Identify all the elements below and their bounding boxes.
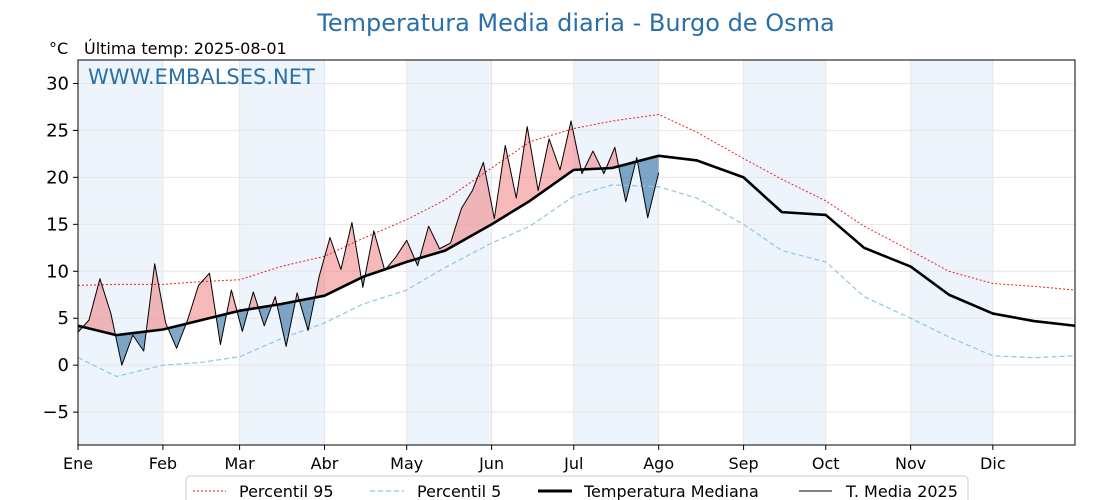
fill-above-median (419, 121, 582, 259)
fill-below-median (299, 297, 315, 331)
y-tick-label: −5 (42, 402, 69, 423)
month-band-nov (910, 60, 993, 445)
month-band-ene (78, 60, 163, 445)
x-tick-label: Sep (729, 454, 759, 473)
x-tick-label: Jul (563, 454, 583, 473)
x-tick-label: May (390, 454, 423, 473)
fill-below-median (237, 309, 249, 332)
x-tick-label: Abr (311, 454, 339, 473)
legend: Percentil 95 Percentil 5 Temperatura Med… (185, 475, 969, 500)
series-lines (77, 113, 1076, 378)
chart-title: Temperatura Media diaria - Burgo de Osma (316, 9, 834, 37)
y-tick-label: 10 (46, 261, 69, 282)
y-tick-label: 0 (58, 355, 69, 376)
series-t-media-2025 (77, 120, 660, 366)
x-tick-label: Dic (980, 454, 1006, 473)
month-band-mar (239, 60, 325, 445)
last-temp-label: Última temp: 2025-08-01 (84, 39, 287, 58)
legend-actual-label: T. Media 2025 (845, 482, 958, 500)
month-band-may (406, 60, 492, 445)
anomaly-fills (78, 121, 659, 366)
y-tick-label: 20 (46, 167, 69, 188)
fill-above-median (186, 273, 217, 324)
fill-above-median (226, 290, 238, 314)
x-tick-label: Mar (225, 454, 256, 473)
month-band-sep (743, 60, 826, 445)
legend-p95-label: Percentil 95 (239, 482, 334, 500)
fill-below-median (167, 323, 187, 349)
fill-above-median (584, 151, 602, 170)
series-percentil-95 (77, 113, 1076, 291)
fill-above-median (314, 222, 362, 298)
fill-below-median (216, 313, 227, 345)
x-tick-label: Oct (812, 454, 840, 473)
fill-above-median (146, 263, 168, 332)
x-tick-label: Ene (63, 454, 93, 473)
x-axis: Ene Feb Mar Abr May Jun Jul Ago Sep Oct Nov Dic (63, 445, 1006, 473)
y-tick-label: 25 (46, 120, 69, 141)
y-tick-label: 15 (46, 214, 69, 235)
y-tick-label: 5 (58, 308, 69, 329)
series-temperatura-mediana (77, 154, 1076, 337)
plot-frame (77, 59, 1076, 446)
x-tick-label: Jun (478, 454, 504, 473)
fill-below-median (115, 331, 147, 366)
fill-above-median (82, 278, 116, 335)
fill-below-median (258, 305, 272, 326)
fill-below-median (618, 161, 636, 202)
legend-box (185, 475, 969, 500)
x-tick-label: Ago (643, 454, 674, 473)
fill-above-median (248, 291, 259, 310)
fill-above-median (295, 292, 300, 302)
y-tick-label: 30 (46, 73, 69, 94)
fill-below-median (276, 301, 296, 347)
unit-label: °C (49, 39, 68, 58)
x-tick-label: Feb (149, 454, 177, 473)
y-axis: −5 0 5 10 15 20 25 30 (42, 73, 78, 423)
x-tick-label: Nov (895, 454, 926, 473)
month-bands (78, 60, 993, 445)
watermark: WWW.EMBALSES.NET (88, 65, 315, 89)
fill-above-median (365, 230, 385, 277)
legend-median-label: Temperatura Mediana (583, 482, 759, 500)
fill-above-median (385, 240, 415, 270)
month-band-jul (573, 60, 659, 445)
series-percentil-5 (77, 184, 1076, 378)
legend-p5-label: Percentil 5 (417, 482, 501, 500)
